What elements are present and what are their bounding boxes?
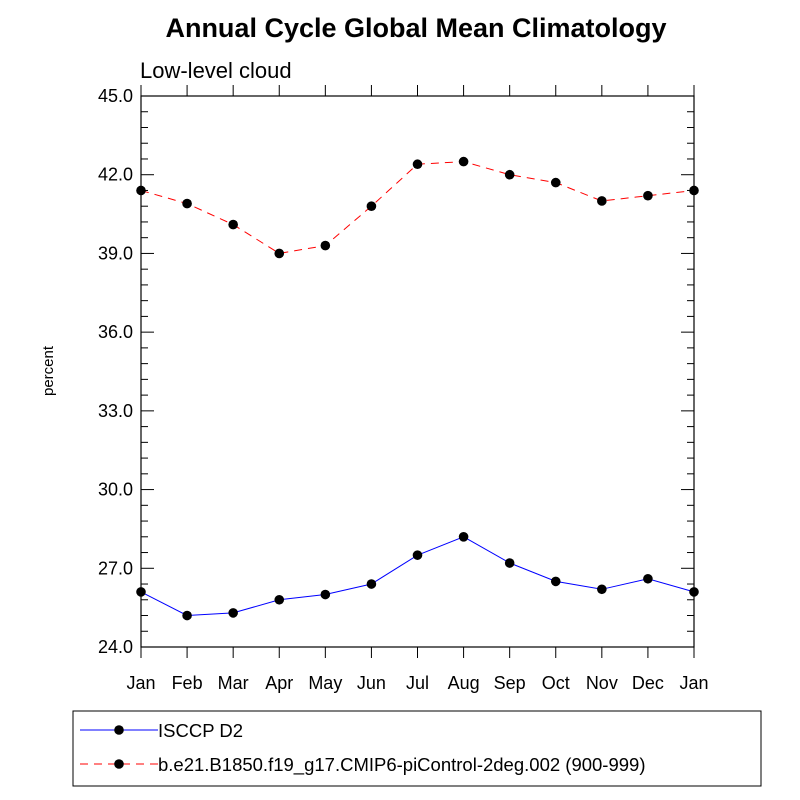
y-tick-label: 36.0 <box>98 322 133 342</box>
series-2-point <box>643 190 653 201</box>
legend-marker-series-2 <box>114 759 124 769</box>
x-tick-label: Jan <box>126 673 155 693</box>
series-2-point <box>689 185 699 196</box>
x-tick-label: Dec <box>632 673 664 693</box>
x-tick-label: Oct <box>542 673 570 693</box>
series-2-point <box>182 198 192 209</box>
series-2-point <box>228 219 238 230</box>
y-tick-label: 39.0 <box>98 243 133 263</box>
series-1-point <box>320 589 331 600</box>
chart-subtitle: Low-level cloud <box>140 58 292 83</box>
series-1-point <box>228 608 238 618</box>
series-1-point <box>366 579 377 589</box>
x-axis-ticks: Jan Feb Mar Apr May Jun Jul Aug Sep Oct Nov Dec Jan <box>126 85 709 693</box>
series-1-point <box>136 587 146 597</box>
legend: ISCCP D2 b.e21.B1850.f19_g17.CMIP6-piCon… <box>72 710 762 787</box>
series-line-1 <box>140 536 695 617</box>
y-tick-label: 27.0 <box>98 558 133 578</box>
x-tick-label: Jan <box>679 673 708 693</box>
series-2-point <box>504 169 515 180</box>
y-tick-label: 33.0 <box>98 401 133 421</box>
x-tick-label: Jun <box>357 673 386 693</box>
y-axis-label: percent <box>40 345 57 396</box>
plot-frame <box>140 95 695 648</box>
x-tick-label: Mar <box>218 673 249 693</box>
y-tick-label: 30.0 <box>98 480 133 500</box>
x-tick-label: Jul <box>406 673 429 693</box>
series-1-point <box>412 550 423 560</box>
legend-box <box>72 710 762 787</box>
series-1-point <box>597 584 607 595</box>
y-tick-label: 45.0 <box>98 86 133 106</box>
x-tick-label: Apr <box>265 673 293 693</box>
series-layer <box>136 156 699 621</box>
series-1-point <box>550 576 561 587</box>
series-1-point <box>458 532 469 542</box>
series-2-point <box>320 240 331 251</box>
plot-area <box>140 95 695 648</box>
series-2-point <box>366 201 377 211</box>
chart-title: Annual Cycle Global Mean Climatology <box>165 13 666 43</box>
legend-label-series-2: b.e21.B1850.f19_g17.CMIP6-piControl-2deg… <box>158 754 646 776</box>
y-tick-label: 42.0 <box>98 165 133 185</box>
series-2-point <box>136 185 146 196</box>
x-tick-label: Aug <box>448 673 480 693</box>
x-tick-label: Nov <box>586 673 618 693</box>
series-2-point <box>597 196 607 206</box>
x-tick-label: Sep <box>494 673 526 693</box>
series-1-point <box>274 594 285 605</box>
series-2-point <box>550 177 561 188</box>
x-tick-label: May <box>308 673 342 693</box>
series-1-point <box>689 587 699 597</box>
series-2-point <box>458 156 469 167</box>
legend-label-series-1: ISCCP D2 <box>158 720 243 741</box>
series-1-point <box>504 558 515 568</box>
series-line-2 <box>140 161 695 254</box>
x-tick-label: Feb <box>172 673 203 693</box>
y-tick-label: 24.0 <box>98 637 133 657</box>
y-axis-ticks: 24.0 27.0 30.0 33.0 36.0 39.0 42.0 45.0 <box>98 86 694 657</box>
series-1-point <box>182 610 192 621</box>
series-2-point <box>274 248 285 259</box>
series-1-point <box>643 573 653 584</box>
legend-marker-series-1 <box>114 725 124 735</box>
series-2-point <box>412 159 423 170</box>
